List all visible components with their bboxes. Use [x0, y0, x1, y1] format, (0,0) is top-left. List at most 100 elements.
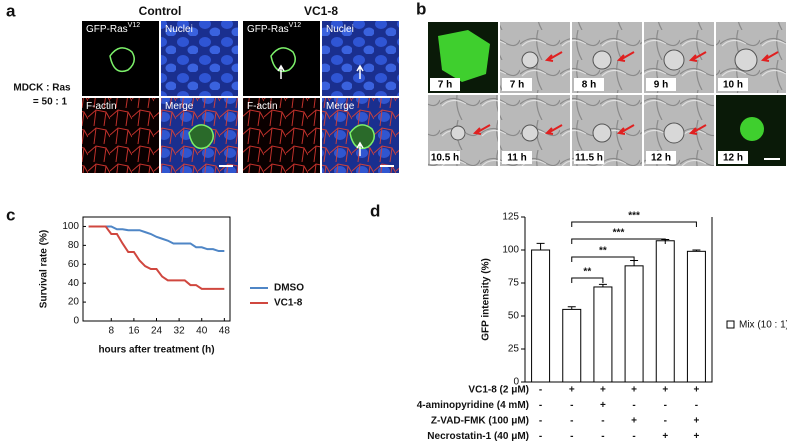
significance-bracket: [571, 238, 666, 244]
cell: [450, 125, 466, 141]
condition-sign: +: [600, 400, 606, 411]
condition-sign: -: [539, 385, 542, 396]
time-box: [646, 151, 676, 164]
condition-label: 4-aminopyridine (4 mM): [417, 400, 529, 411]
bar: [624, 265, 644, 383]
image-label: Nuclei: [326, 24, 354, 35]
arrow: [616, 124, 635, 135]
y-tick-label: 100: [62, 221, 79, 232]
image-label: F-actin: [247, 101, 278, 112]
condition-sign: +: [662, 385, 668, 396]
condition-sign: -: [601, 431, 604, 442]
panel-label: a: [6, 1, 16, 20]
micrograph: [322, 21, 399, 96]
time-label: 9 h: [654, 80, 668, 91]
time-box: [430, 151, 460, 164]
time-box: [718, 151, 748, 164]
time-box: [430, 78, 460, 91]
image-label-text: Nuclei: [326, 24, 354, 35]
arrow: [356, 64, 364, 79]
arrow: [688, 124, 707, 135]
cell: [663, 122, 685, 144]
y-tick-label: 125: [502, 212, 519, 223]
condition-sign: -: [664, 416, 667, 427]
time-label: 11.5 h: [575, 153, 603, 164]
condition-sign: -: [539, 400, 542, 411]
time-label: 12 h: [723, 153, 743, 164]
gfp-cell: [188, 124, 214, 150]
time-label: 11 h: [507, 153, 526, 164]
y-tick-label: 20: [68, 297, 80, 308]
row-label: = 50 : 1: [33, 97, 68, 108]
row-label: MDCK : Ras: [13, 83, 71, 94]
condition-sign: +: [600, 385, 606, 396]
y-axis-label: Survival rate (%): [39, 230, 50, 308]
condition-sign: +: [569, 385, 575, 396]
y-axis-label: GFP intensity (%): [481, 258, 492, 341]
significance-bracket: [571, 277, 604, 283]
bar: [593, 286, 613, 383]
panel-c: c 0 20 40 60 80 100 8 16 24 32 40 48 hours after trea…: [6, 205, 304, 355]
gfp-cell: [438, 30, 490, 82]
condition-label: Z-VAD-FMK (100 μM): [431, 416, 529, 427]
time-box: [574, 151, 604, 164]
condition-sign: +: [631, 385, 637, 396]
group-title: Control: [139, 4, 182, 18]
image-label: Merge: [326, 101, 355, 112]
significance-bracket: [571, 221, 697, 227]
significance-label: **: [583, 267, 591, 278]
condition-sign: -: [664, 400, 667, 411]
condition-sign: +: [662, 431, 668, 442]
axes: [524, 217, 713, 383]
legend-label: DMSO: [274, 283, 304, 294]
line-series: [88, 225, 225, 290]
x-axis-label: hours after treatment (h): [98, 345, 214, 356]
micrograph: [82, 98, 159, 173]
y-tick-label: 0: [513, 377, 519, 388]
image-label-text: GFP-Ras: [247, 24, 289, 35]
time-box: [718, 78, 748, 91]
condition-sign: -: [601, 416, 604, 427]
condition-sign: -: [632, 431, 635, 442]
bar: [655, 240, 675, 383]
error-bar: [536, 242, 545, 250]
image-label-text: GFP-Ras: [86, 24, 128, 35]
condition-sign: +: [631, 416, 637, 427]
arrow: [544, 124, 563, 135]
gfp-cell: [349, 124, 375, 150]
micrograph: [243, 98, 320, 173]
gfp-cell: [109, 47, 135, 73]
micrograph: [82, 21, 159, 96]
error-bar: [567, 306, 576, 310]
gfp-cell: [270, 47, 296, 73]
time-label: 10 h: [723, 80, 743, 91]
cell: [734, 48, 758, 72]
condition-sign: +: [693, 385, 699, 396]
line-series: [88, 225, 225, 253]
y-tick-label: 60: [68, 259, 80, 270]
x-tick-label: 32: [174, 326, 186, 337]
time-box: [574, 78, 604, 91]
image-label: Nuclei: [165, 24, 193, 35]
x-tick-label: 16: [128, 326, 140, 337]
error-bar: [598, 283, 607, 287]
cell: [592, 123, 612, 143]
y-tick-label: 50: [508, 311, 520, 322]
image-label-text: F-actin: [86, 101, 117, 112]
image-label: F-actin: [86, 101, 117, 112]
significance-label: ***: [613, 228, 625, 239]
arrow: [544, 51, 563, 62]
time-label: 10.5 h: [431, 153, 459, 164]
time-box: [502, 151, 532, 164]
image-label-text: Merge: [165, 101, 194, 112]
significance-label: ***: [628, 211, 640, 222]
panel-label: c: [6, 205, 15, 224]
time-label: 7 h: [510, 80, 524, 91]
condition-sign: -: [570, 431, 573, 442]
legend-swatch: [726, 320, 735, 329]
bar: [686, 250, 706, 383]
condition-label: VC1-8 (2 μM): [468, 385, 529, 396]
legend-label: Mix (10 : 1): [739, 320, 787, 331]
arrow: [356, 141, 364, 156]
